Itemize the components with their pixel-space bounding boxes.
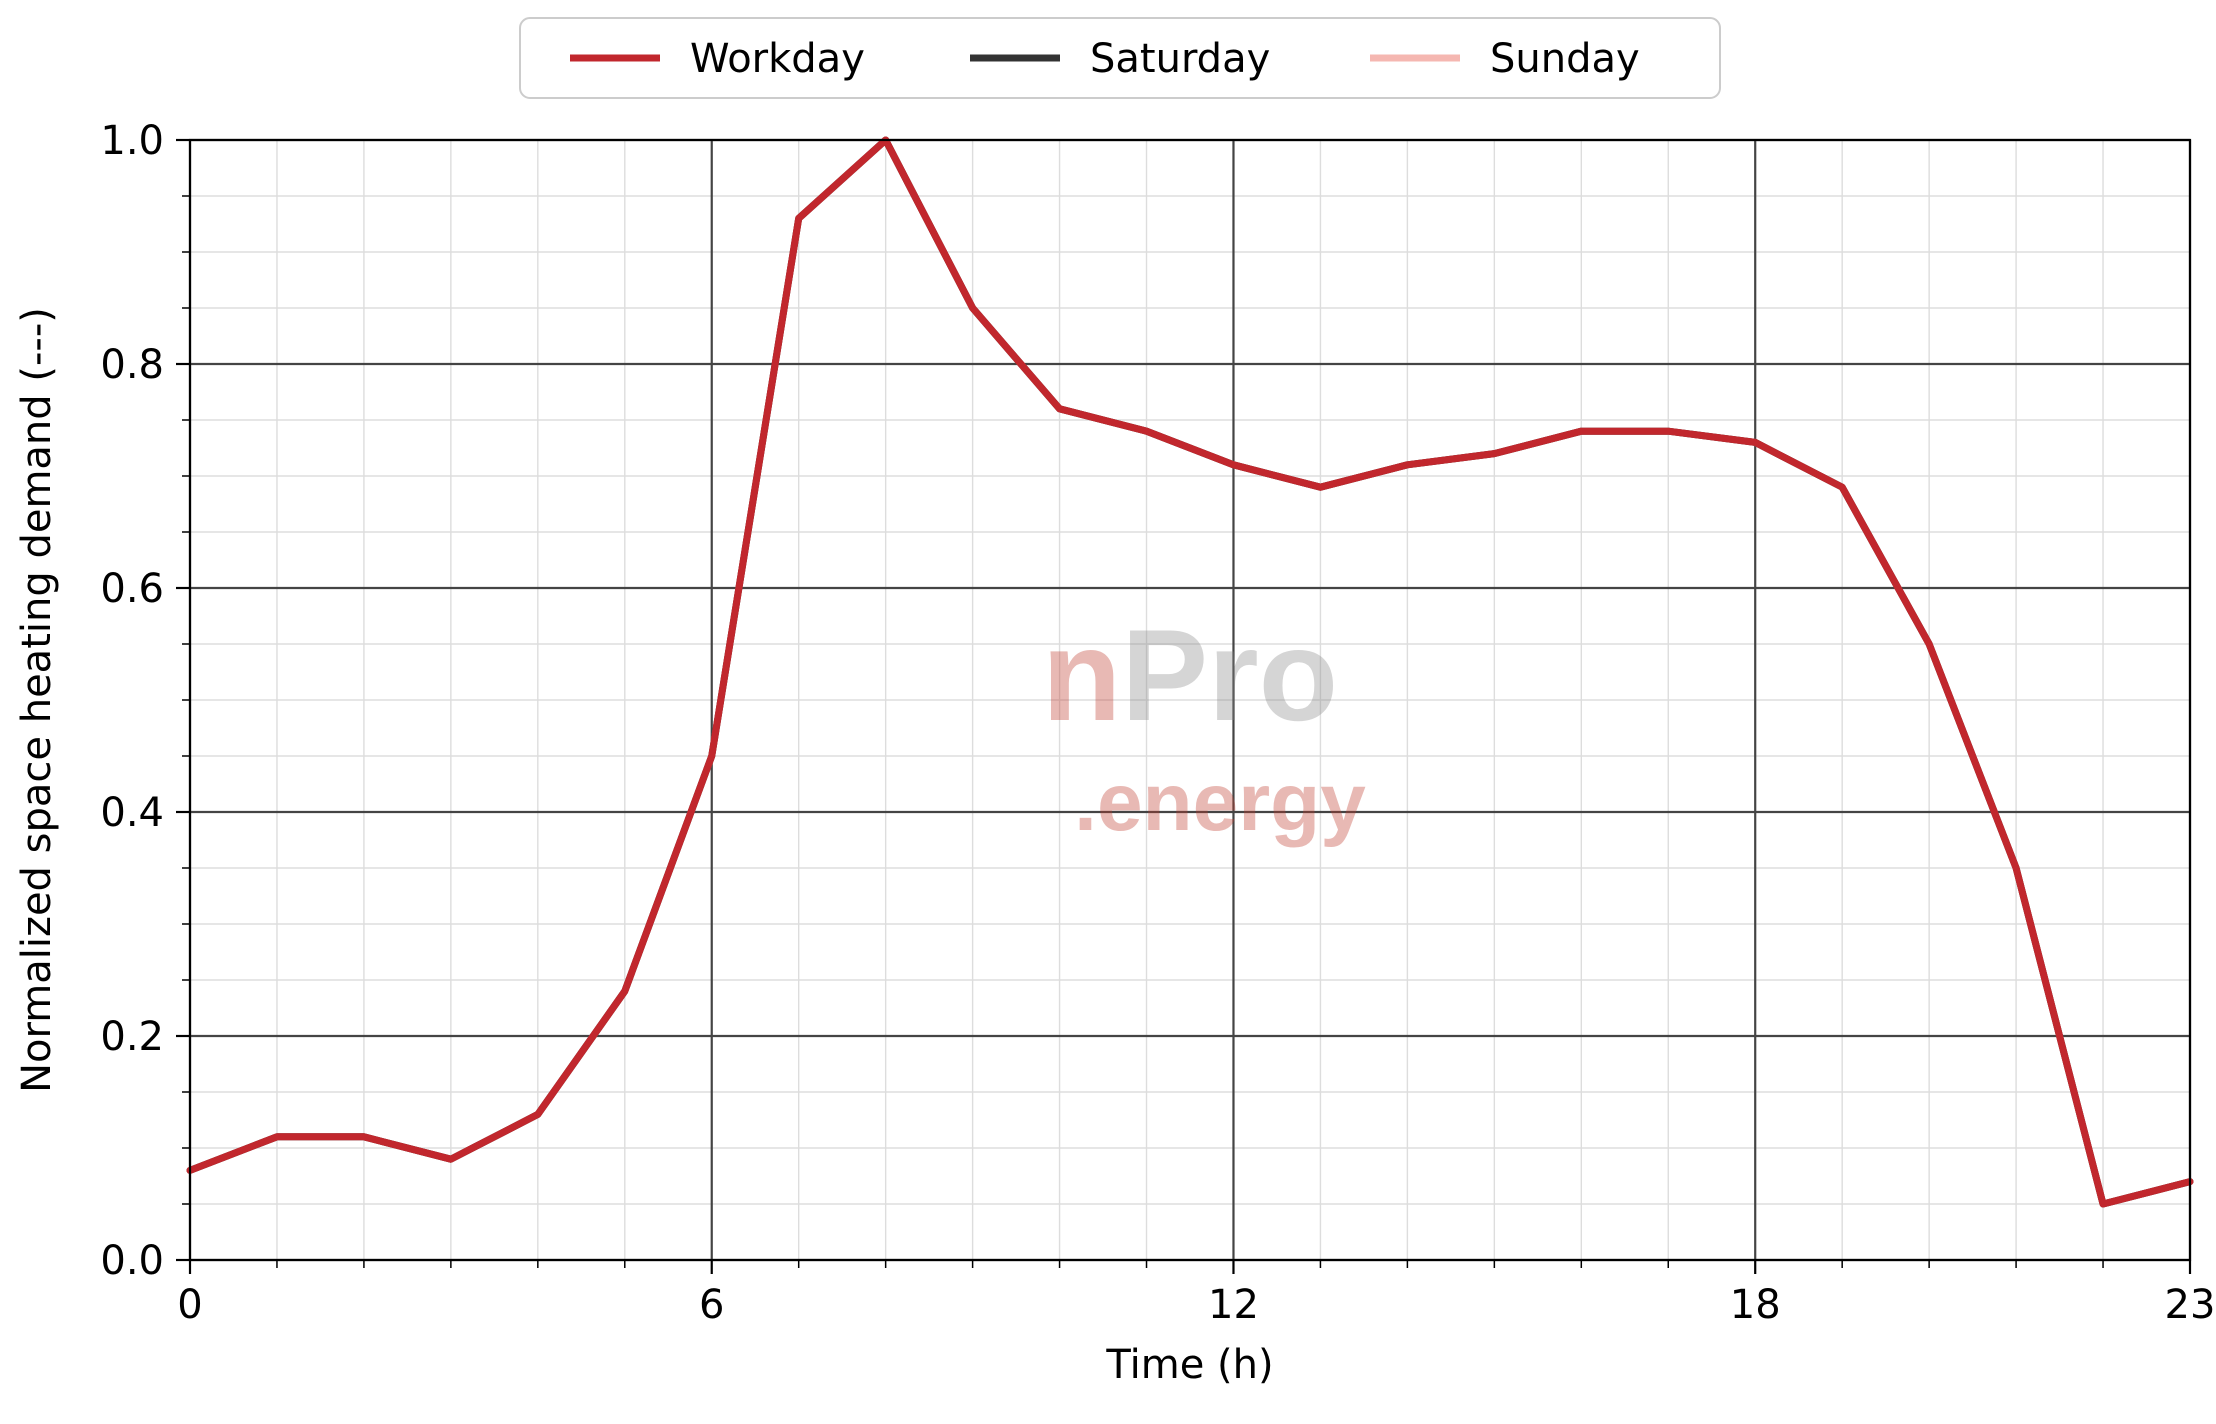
legend-label: Sunday [1490, 36, 1640, 82]
y-tick-label: 0.0 [100, 1238, 164, 1284]
legend-label: Workday [690, 36, 865, 82]
legend: Workday Saturday Sunday [520, 18, 1720, 98]
y-tick-label: 0.8 [100, 342, 164, 388]
x-tick-label: 6 [699, 1282, 724, 1328]
chart-container: nPro.energy 0 6 12 18 23 0.0 0.2 0.4 0.6 0.8 1.0 Tim… [0, 0, 2216, 1424]
y-tick-label: 0.6 [100, 566, 164, 612]
y-tick-label: 1.0 [100, 118, 164, 164]
y-tick-label: 0.4 [100, 790, 164, 836]
x-tick-label: 18 [1730, 1282, 1781, 1328]
y-axis-label: Normalized space heating demand (---) [14, 307, 60, 1093]
x-tick-label: 23 [2165, 1282, 2216, 1328]
x-tick-label: 0 [177, 1282, 202, 1328]
watermark-sub: .energy [1074, 757, 1366, 848]
watermark: nPro.energy [1042, 602, 1366, 848]
watermark-main: nPro [1042, 602, 1338, 748]
y-tick-label: 0.2 [100, 1014, 164, 1060]
x-axis-label: Time (h) [1105, 1342, 1273, 1388]
legend-label: Saturday [1090, 36, 1270, 82]
line-chart: nPro.energy 0 6 12 18 23 0.0 0.2 0.4 0.6 0.8 1.0 Tim… [0, 0, 2216, 1424]
x-tick-label: 12 [1208, 1282, 1259, 1328]
